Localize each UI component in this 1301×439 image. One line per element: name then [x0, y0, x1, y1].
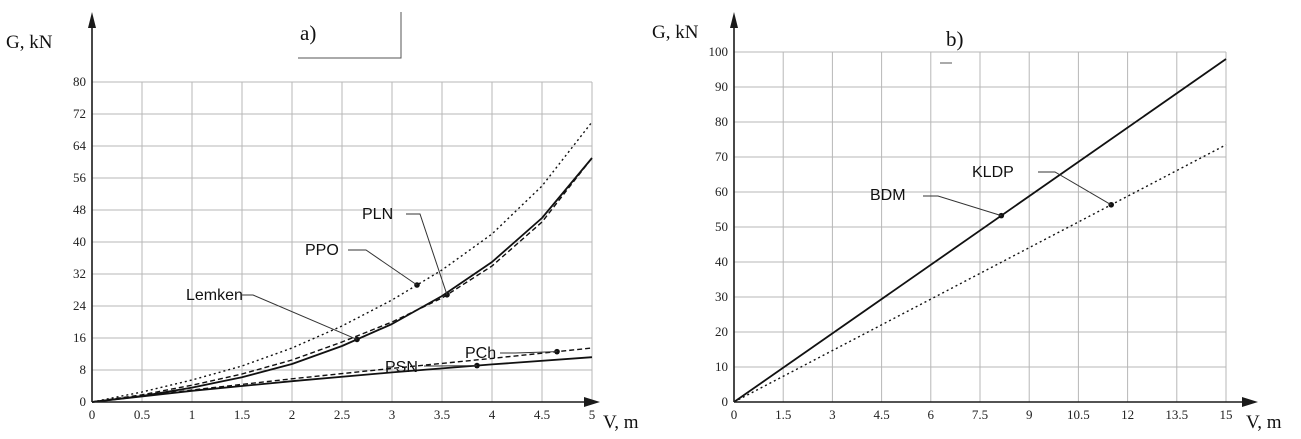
- chart-panel-a: 0 0.5 1 1.5 2 2.5 3 3.5 4 4.5 5 0 8 16 24 32 40 48 56 64 72…: [6, 12, 639, 433]
- x-tick-label-b: 10.5: [1067, 407, 1090, 422]
- series-marker-bdm: [998, 212, 1005, 219]
- panel-label-a: a): [300, 21, 316, 45]
- y-tick-label-a: 24: [73, 298, 87, 313]
- series-label-ppo: PPO: [305, 242, 339, 259]
- panel-label-box-a: [298, 12, 402, 59]
- y-tick-label-b: 80: [715, 114, 728, 129]
- axes-a: [88, 12, 600, 407]
- x-tick-label-a: 3.5: [434, 407, 450, 422]
- y-tick-labels-b: 0 10 20 30 40 50 60 70 80 90 100: [709, 44, 729, 409]
- grid-b: [734, 51, 1227, 402]
- leader-line-pln: [406, 213, 448, 295]
- y-tick-label-b: 50: [715, 219, 728, 234]
- leader-line-kldp: [1038, 171, 1112, 206]
- x-tick-label-b: 6: [928, 407, 935, 422]
- chart-panel-b: 0 1.5 3 4.5 6 7.5 9 10.5 12 13.5 15 0 10 20 30 40 50 60 7…: [652, 12, 1282, 433]
- panel-label-b: b): [946, 27, 964, 51]
- leader-line-ppo: [348, 249, 418, 286]
- series-label-pln: PLN: [362, 206, 393, 223]
- x-tick-label-b: 1.5: [775, 407, 791, 422]
- axes-b: [730, 12, 1258, 407]
- y-tick-label-a: 32: [73, 266, 86, 281]
- series-label-psn: PSN: [385, 359, 418, 376]
- y-tick-label-b: 90: [715, 79, 728, 94]
- x-tick-label-b: 4.5: [873, 407, 889, 422]
- y-axis-arrow-b: [730, 12, 738, 28]
- y-tick-label-b: 10: [715, 359, 728, 374]
- series-line-psn: [91, 356, 593, 403]
- x-tick-label-b: 7.5: [972, 407, 988, 422]
- x-tick-label-b: 15: [1220, 407, 1233, 422]
- y-tick-label-b: 0: [722, 394, 729, 409]
- series-label-pch: PCh: [465, 345, 496, 362]
- x-tick-label-b: 12: [1121, 407, 1134, 422]
- y-tick-label-b: 60: [715, 184, 728, 199]
- series-line-bdm: [733, 58, 1227, 403]
- y-tick-label-a: 40: [73, 234, 86, 249]
- x-tick-label-a: 4: [489, 407, 496, 422]
- y-tick-label-b: 40: [715, 254, 728, 269]
- series-label-kldp: KLDP: [972, 164, 1014, 181]
- y-tick-label-a: 56: [73, 170, 87, 185]
- x-tick-label-b: 3: [829, 407, 836, 422]
- y-tick-label-b: 30: [715, 289, 728, 304]
- leader-line-bdm: [923, 195, 1002, 217]
- curve-labels-b: BDM KLDP: [870, 164, 1112, 217]
- x-tick-label-a: 3: [389, 407, 396, 422]
- y-tick-label-a: 80: [73, 74, 86, 89]
- series-marker-lemken: [354, 336, 360, 343]
- y-axis-title-a: G, kN: [6, 32, 53, 53]
- series-line-lemken: [91, 157, 593, 403]
- x-tick-label-a: 1: [189, 407, 196, 422]
- series-label-lemken: Lemken: [186, 287, 243, 304]
- x-tick-label-a: 5: [589, 407, 596, 422]
- y-tick-label-a: 16: [73, 330, 87, 345]
- y-tick-label-a: 0: [80, 394, 87, 409]
- y-tick-labels-a: 0 8 16 24 32 40 48 56 64 72 80: [73, 74, 87, 409]
- grid-a: [92, 81, 593, 402]
- x-tick-label-a: 2: [289, 407, 296, 422]
- y-tick-label-a: 72: [73, 106, 86, 121]
- y-tick-label-b: 100: [709, 44, 729, 59]
- leader-line-lemken: [241, 294, 358, 340]
- y-axis-title-b: G, kN: [652, 22, 699, 43]
- x-tick-label-a: 0: [89, 407, 96, 422]
- x-axis-title-a: V, m: [603, 412, 639, 433]
- curves-a: [91, 121, 593, 403]
- x-axis-arrow-a: [584, 397, 600, 407]
- y-tick-label-a: 48: [73, 202, 86, 217]
- y-tick-label-b: 70: [715, 149, 728, 164]
- x-tick-label-a: 2.5: [334, 407, 350, 422]
- x-tick-label-b: 13.5: [1165, 407, 1188, 422]
- x-tick-label-b: 9: [1026, 407, 1033, 422]
- y-tick-label-a: 8: [80, 362, 87, 377]
- y-tick-label-a: 64: [73, 138, 87, 153]
- x-tick-label-a: 1.5: [234, 407, 250, 422]
- x-axis-title-b: V, m: [1246, 412, 1282, 433]
- curves-b: [733, 58, 1227, 403]
- series-label-bdm: BDM: [870, 187, 906, 204]
- series-line-ppo: [91, 121, 593, 403]
- x-tick-label-b: 0: [731, 407, 738, 422]
- x-tick-labels-b: 0 1.5 3 4.5 6 7.5 9 10.5 12 13.5 15: [731, 407, 1233, 422]
- x-tick-label-a: 0.5: [134, 407, 150, 422]
- series-line-pln: [91, 157, 593, 403]
- x-tick-labels-a: 0 0.5 1 1.5 2 2.5 3 3.5 4 4.5 5: [89, 407, 596, 422]
- leader-line-pch: [500, 351, 558, 354]
- x-tick-label-a: 4.5: [534, 407, 550, 422]
- y-axis-arrow-a: [88, 12, 96, 28]
- x-axis-arrow-b: [1242, 397, 1258, 407]
- curve-labels-a: PPO PLN Lemken PCh PSN: [186, 206, 558, 376]
- y-tick-label-b: 20: [715, 324, 728, 339]
